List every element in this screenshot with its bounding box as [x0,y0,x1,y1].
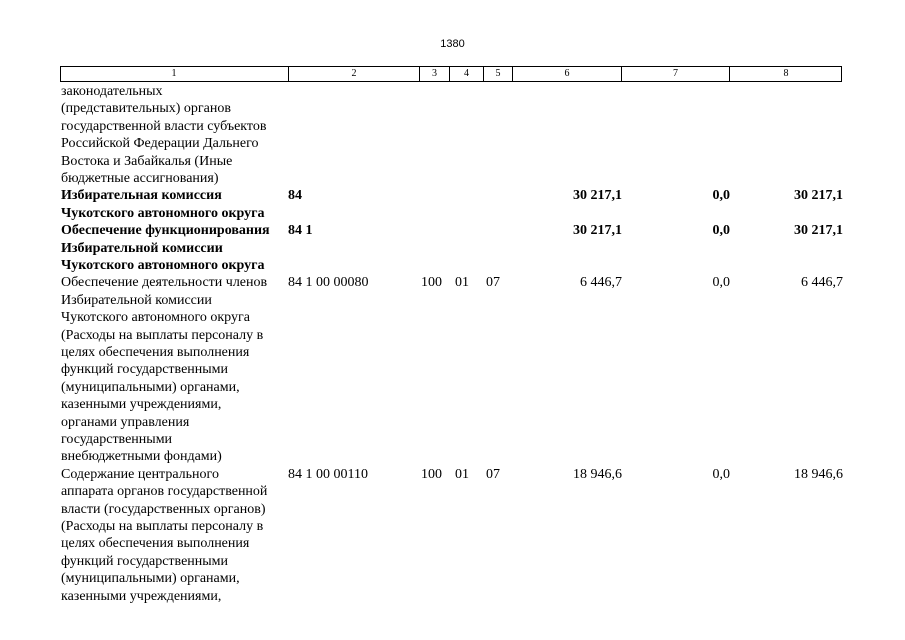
row-amount: 0,0 [712,466,731,482]
row-name-line: Обеспечение деятельности членов [61,275,268,291]
header-cell: 8 [729,67,842,81]
row-name-line: государственными [61,432,173,447]
row-name-line: целях обеспечения выполнения [61,345,250,360]
header-cell: 3 [419,67,449,81]
row-section: 01 [455,466,469,482]
row-name-line: органами управления [61,414,190,430]
row-name-line: бюджетные ассигнования) [61,171,219,186]
row-amount: 0,0 [712,223,731,239]
row-name-line: (муниципальными) органами, [61,379,240,395]
row-name-line: Избирательной комиссии [61,240,223,256]
header-cell: 5 [483,67,512,81]
row-name-line: казенными учреждениями, [61,397,222,413]
row-name-line: государственной власти субъектов [61,118,267,134]
row-amount: 30 217,1 [573,223,622,239]
row-name-line: власти (государственных органов) [61,501,266,517]
row-name-line: Содержание центрального [61,466,219,482]
row-name-line: аппарата органов государственной [61,484,268,500]
header-cell: 7 [621,67,729,81]
row-amount: 6 446,7 [580,275,622,291]
row-name-line: функций государственными [61,553,229,569]
row-code: 84 1 [288,223,313,239]
row-name-line: (Расходы на выплаты персоналу в [61,327,264,343]
row-amount: 18 946,6 [794,466,843,482]
row-name-line: Обеспечение функционирования [61,223,270,239]
row-name-line: казенными учреждениями, [61,588,222,604]
row-name-line: Чукотского автономного округа [61,258,265,273]
row-amount: 30 217,1 [794,188,843,204]
row-section: 100 [421,275,442,291]
row-name-line: (Расходы на выплаты персоналу в [61,519,264,534]
row-name-line: (представительных) органов [61,101,231,117]
page-number: 1380 [440,38,465,50]
row-amount: 30 217,1 [794,223,843,239]
row-amount: 0,0 [712,275,731,291]
row-name-line: Востока и Забайкалья (Иные [61,153,233,169]
row-code: 84 1 00 00110 [288,466,368,482]
row-section: 100 [421,466,442,482]
header-cell: 1 [171,68,177,79]
row-amount: 30 217,1 [573,188,622,204]
row-name-line: целях обеспечения выполнения [61,536,250,552]
row-name-line: (муниципальными) органами, [61,571,240,587]
header-cell: 2 [288,67,419,81]
row-name-line: Избирательная комиссия [61,188,222,204]
row-code: 84 1 00 00080 [288,275,369,291]
row-section: 01 [455,275,469,291]
row-name-line: Чукотского автономного округа [61,205,265,221]
row-name-line: Российской Федерации Дальнего [61,136,259,152]
header-cell: 4 [449,67,483,81]
row-amount: 0,0 [712,188,731,204]
row-name-line: функций государственными [61,362,229,378]
row-section: 07 [486,466,500,482]
row-amount: 18 946,6 [573,466,622,482]
header-cell: 6 [512,67,621,81]
row-name-line: Чукотского автономного округа [61,310,250,326]
row-amount: 6 446,7 [801,275,843,291]
row-section: 07 [486,275,500,291]
row-code: 84 [288,188,302,204]
row-name-line: Избирательной комиссии [61,292,212,308]
row-name-line: внебюджетными фондами) [61,449,222,465]
row-name-line: законодательных [61,84,163,99]
